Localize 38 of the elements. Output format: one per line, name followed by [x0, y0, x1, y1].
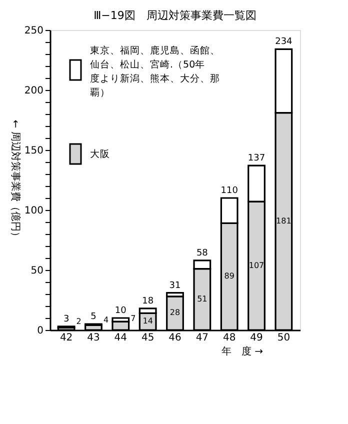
x-tick-label: 48 — [222, 332, 236, 344]
y-tick-label: 0 — [37, 326, 44, 336]
data-label: 107 — [248, 260, 264, 270]
x-tick-label: 45 — [141, 332, 154, 344]
data-label: 7 — [130, 314, 136, 323]
data-label: 4 — [103, 316, 109, 325]
x-tick-label: 43 — [87, 332, 100, 344]
data-label: 181 — [276, 216, 292, 226]
y-tick-label: 50 — [30, 266, 44, 276]
data-label: 51 — [197, 294, 208, 304]
data-label: 2 — [76, 316, 82, 326]
total-label: 18 — [142, 296, 154, 306]
x-tick-label: 42 — [60, 332, 73, 344]
x-tick-label: 44 — [114, 332, 128, 344]
x-tick-label: 49 — [250, 332, 263, 344]
total-label: 31 — [169, 280, 181, 291]
y-tick-label: 150 — [24, 146, 44, 156]
data-label: 14 — [142, 316, 153, 326]
total-label: 110 — [220, 186, 238, 196]
x-axis-title: 年 度 → — [221, 346, 263, 358]
x-tick-label: 47 — [196, 332, 209, 344]
total-label: 234 — [275, 37, 293, 48]
x-tick-label: 50 — [277, 332, 290, 344]
chart-title: Ⅲ−19図 周辺対策事業費一覧図 — [94, 9, 256, 22]
y-tick-label: 250 — [24, 26, 44, 36]
y-axis-title: ← 周辺対策事業費（億円） — [10, 120, 22, 242]
legend-label: 東京、福岡、鹿児島、函館、仙台、松山、宮崎.（50年度より新潟、熊本、大分、那覇） — [90, 44, 220, 98]
y-tick-label: 200 — [24, 86, 44, 96]
x-tick-label: 46 — [168, 332, 182, 344]
total-label: 10 — [114, 306, 127, 316]
total-label: 5 — [90, 312, 96, 322]
data-label: 89 — [224, 272, 234, 281]
total-label: 137 — [248, 154, 266, 164]
total-label: 3 — [63, 314, 70, 324]
total-label: 58 — [196, 248, 208, 258]
legend-label: 大阪 — [90, 148, 110, 160]
data-label: 28 — [170, 308, 180, 318]
y-tick-label: 100 — [24, 206, 44, 216]
